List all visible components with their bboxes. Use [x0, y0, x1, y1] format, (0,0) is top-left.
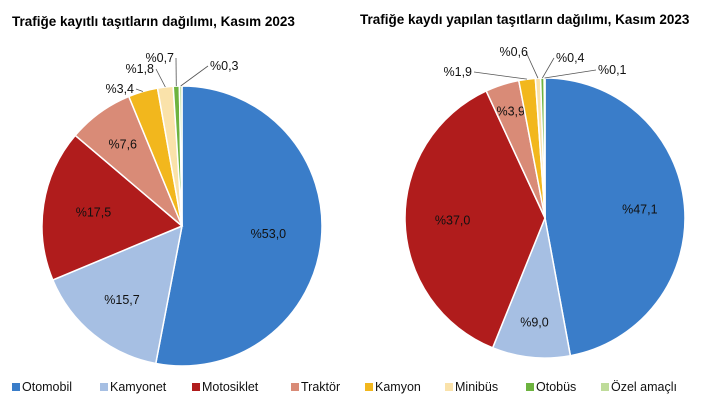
data-label-traktor: %7,6: [109, 137, 138, 151]
pie-slice-kamyonet: [51, 224, 183, 365]
pie-slice-motosiklet: [41, 134, 184, 281]
leader-line: [135, 88, 144, 92]
pie-slice-motosiklet: [404, 89, 546, 349]
legend-label-otomobil: Otomobil: [22, 380, 72, 394]
data-label-minibus: %1,8: [126, 62, 155, 76]
leader-line: [473, 71, 528, 80]
data-label-motosiklet: %17,5: [76, 205, 111, 219]
legend-label-minibus: Minibüs: [455, 380, 498, 394]
pie-chart-registered: %53,0 %15,7 %17,5 %7,6 %3,4 %1,8%0,7 %0,3: [41, 51, 323, 367]
data-label-kamyon: %1,9: [444, 65, 473, 79]
data-label-otobus: %0,7: [146, 51, 175, 65]
data-label-ozel-amacli: %0,1: [598, 63, 627, 77]
data-label-kamyon: %3,4: [106, 82, 135, 96]
legend-swatch-minibus: [445, 383, 453, 391]
pie-slice-kamyonet: [491, 215, 572, 359]
legend-swatch-traktor: [291, 383, 299, 391]
data-label-ozel-amacli: %0,3: [210, 59, 239, 73]
legend-label-traktor: Traktör: [301, 380, 340, 394]
leader-line: [542, 57, 555, 79]
pie-slice-otomobil: [544, 77, 686, 357]
pie-slice-ozel-amacli: [543, 77, 546, 219]
chart-legend: Otomobil Kamyonet Motosiklet Traktör Kamyon M…: [12, 380, 677, 394]
leader-line: [180, 65, 209, 87]
legend-swatch-kamyonet: [100, 383, 108, 391]
chart-title-left: Trafiğe kayıtlı taşıtların dağılımı, Kas…: [12, 14, 295, 29]
legend-swatch-otomobil: [12, 383, 20, 391]
data-label-otomobil: %47,1: [622, 202, 657, 216]
legend-label-ozel-amacli: Özel amaçlı: [611, 380, 677, 394]
leader-line: [155, 68, 166, 88]
data-label-kamyonet: %15,7: [104, 293, 139, 307]
legend-swatch-ozel-amacli: [601, 383, 609, 391]
data-label-minibus: %0,6: [500, 45, 529, 59]
legend-label-motosiklet: Motosiklet: [202, 380, 259, 394]
leader-line: [544, 69, 597, 79]
data-label-otobus: %0,4: [556, 51, 585, 65]
legend-label-kamyonet: Kamyonet: [110, 380, 167, 394]
pie-chart-new-registrations: %47,1 %9,0 %37,0 %3,9 %1,9 %0,6 %0,4 %0,1: [404, 45, 686, 359]
data-label-otomobil: %53,0: [251, 227, 286, 241]
data-label-traktor: %3,9: [496, 104, 525, 118]
pie-slice-otomobil: [154, 85, 323, 367]
legend-swatch-kamyon: [365, 383, 373, 391]
legend-swatch-otobus: [526, 383, 534, 391]
leader-line: [525, 51, 539, 79]
chart-title-right: Trafiğe kaydı yapılan taşıtların dağılım…: [360, 12, 690, 27]
legend-label-kamyon: Kamyon: [375, 380, 421, 394]
data-label-kamyonet: %9,0: [520, 315, 549, 329]
legend-label-otobus: Otobüs: [536, 380, 576, 394]
legend-swatch-motosiklet: [192, 383, 200, 391]
data-label-motosiklet: %37,0: [435, 213, 470, 227]
